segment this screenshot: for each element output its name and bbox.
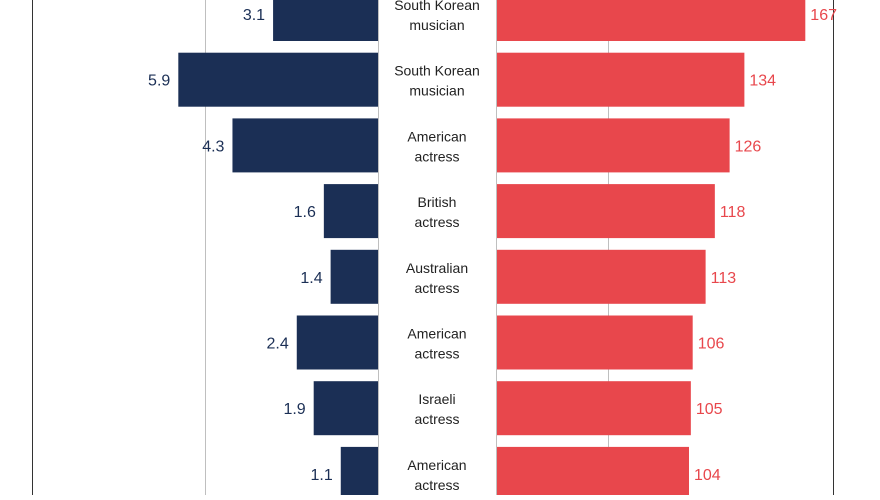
left-bar-0: [273, 0, 378, 41]
category-label-3-line-1: actress: [414, 214, 459, 230]
category-label-4: Australian actress: [406, 260, 468, 296]
right-value-label-2: 126: [735, 138, 762, 155]
left-value-label-1: 5.9: [148, 73, 170, 90]
left-bar-4: [330, 249, 378, 304]
category-label-4-line-1: actress: [414, 280, 459, 296]
right-bar-5: [497, 315, 693, 370]
category-label-0-line-1: musician: [409, 17, 464, 33]
right-bar-1: [497, 52, 745, 107]
category-label-3-line-0: British: [418, 194, 457, 210]
left-value-label-0: 3.1: [243, 7, 265, 24]
right-value-label-0: 167: [810, 7, 837, 24]
right-value-label-5: 106: [698, 336, 725, 353]
left-value-label-3: 1.6: [294, 204, 316, 221]
right-value-label-1: 134: [749, 73, 776, 90]
category-label-5: American actress: [407, 326, 466, 362]
left-bar-5: [296, 315, 378, 370]
category-label-0: South Korean musician: [394, 0, 480, 33]
right-value-label-7: 104: [694, 467, 721, 484]
category-label-1: South Korean musician: [394, 63, 480, 99]
category-label-2: American actress: [407, 128, 466, 164]
left-bar-2: [232, 118, 378, 173]
right-value-label-3: 118: [720, 204, 746, 221]
category-label-1-line-0: South Korean: [394, 63, 480, 79]
left-value-label-4: 1.4: [300, 270, 322, 287]
left-value-label-7: 1.1: [311, 467, 333, 484]
left-bar-6: [313, 381, 378, 436]
left-bar-3: [323, 184, 378, 239]
category-label-5-line-1: actress: [414, 346, 459, 362]
left-value-label-2: 4.3: [202, 138, 224, 155]
right-bar-0: [497, 0, 806, 41]
right-bar-7: [497, 446, 689, 500]
category-label-0-line-0: South Korean: [394, 0, 480, 13]
right-value-label-6: 105: [696, 401, 723, 418]
category-label-3: British actress: [414, 194, 459, 230]
right-bar-4: [497, 249, 706, 304]
left-bar-1: [178, 52, 378, 107]
category-label-6: Israeli actress: [414, 391, 459, 427]
category-label-7-line-1: actress: [414, 477, 459, 493]
category-label-6-line-1: actress: [414, 411, 459, 427]
left-bar-7: [340, 446, 378, 500]
category-label-4-line-0: Australian: [406, 260, 468, 276]
right-bar-3: [497, 184, 715, 239]
category-label-7-line-0: American: [407, 457, 466, 473]
category-label-2-line-0: American: [407, 128, 466, 144]
right-bar-6: [497, 381, 691, 436]
category-label-2-line-1: actress: [414, 148, 459, 164]
category-label-5-line-0: American: [407, 326, 466, 342]
category-label-6-line-0: Israeli: [418, 391, 455, 407]
right-value-label-4: 113: [711, 270, 737, 287]
right-bar-2: [497, 118, 730, 173]
left-value-label-5: 2.4: [267, 336, 289, 353]
category-label-1-line-1: musician: [409, 83, 464, 99]
left-value-label-6: 1.9: [283, 401, 305, 418]
category-label-7: American actress: [407, 457, 466, 493]
